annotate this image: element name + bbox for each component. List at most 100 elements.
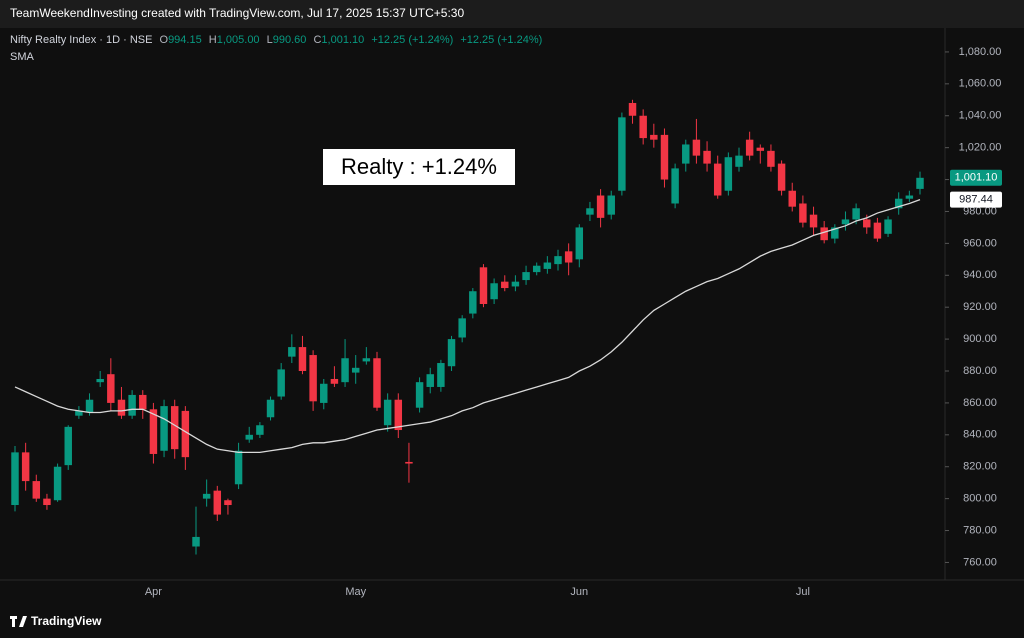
y-tick-label: 880.00 [963, 365, 997, 377]
candle-body [916, 177, 924, 189]
candle-body [564, 251, 573, 263]
y-tick-label: 920.00 [963, 301, 997, 313]
candle-body [43, 498, 51, 506]
candle-body [490, 283, 498, 300]
candle-body [618, 117, 626, 191]
candle-body [809, 214, 818, 228]
legend-value: 1,005.00 [217, 34, 260, 46]
logo-mark [12, 616, 15, 627]
candle-body [820, 227, 828, 241]
candle-body [234, 450, 243, 485]
indicator-label: SMA [10, 51, 35, 63]
candle-body [11, 452, 19, 506]
candle-body [745, 139, 754, 156]
candle-body [713, 163, 722, 196]
candle-body [256, 425, 264, 435]
candle-body [160, 406, 168, 451]
y-tick-label: 860.00 [963, 397, 997, 409]
candle-body [288, 347, 296, 357]
candle-body [788, 190, 796, 207]
x-tick-label: May [345, 586, 366, 598]
candle-body [735, 155, 743, 167]
indicator-price-label: 987.44 [959, 194, 993, 206]
candle-body [245, 434, 253, 440]
annotation: Realty : +1.24% [341, 154, 497, 179]
candle-body [660, 134, 669, 180]
header: TeamWeekendInvesting created with Tradin… [10, 6, 464, 20]
candle-body [405, 461, 413, 464]
candle-body [266, 399, 275, 418]
candle-body [53, 466, 62, 501]
y-tick-label: 900.00 [963, 333, 997, 345]
candle-body [202, 493, 211, 499]
y-tick-label: 820.00 [963, 461, 997, 473]
candle-body [128, 394, 136, 416]
candle-body [575, 227, 584, 260]
legend-value: 990.60 [273, 34, 307, 46]
candle-body [107, 374, 115, 403]
last-price-box [950, 169, 1002, 186]
legend-change: +12.25 (+1.24%) [371, 34, 453, 46]
y-tick-label: 840.00 [963, 429, 997, 441]
candle-body [373, 358, 381, 408]
annotation-box [323, 149, 515, 185]
candle-body [383, 399, 392, 426]
legend-key: H [209, 34, 217, 46]
candle-body [213, 490, 222, 515]
y-tick-label: 980.00 [963, 205, 997, 217]
last-price-label: 1,001.10 [955, 172, 998, 184]
candle-body [320, 383, 328, 403]
logo-mark [19, 616, 27, 627]
candle-body [21, 452, 30, 482]
candle-body [437, 363, 445, 387]
candle-body [501, 281, 509, 289]
candle-body [586, 208, 594, 215]
header-bar [0, 0, 1024, 28]
sma-line [14, 198, 921, 454]
logo-text: TradingView [31, 614, 102, 628]
legend-symbol: Nifty Realty Index · 1D · NSE [10, 34, 152, 46]
candle-body [554, 256, 562, 265]
candle-body [873, 222, 882, 239]
candle-body [298, 347, 307, 372]
candle-body [905, 195, 914, 199]
candle-body [671, 168, 679, 204]
y-tick-label: 800.00 [963, 493, 997, 505]
y-tick-label: 780.00 [963, 524, 997, 536]
candle-body [447, 339, 456, 367]
candle-body [532, 265, 541, 273]
candle-body [703, 150, 711, 164]
candle-body [96, 378, 104, 383]
candle-body [692, 139, 701, 156]
x-tick-label: Apr [145, 586, 162, 598]
candle-body [309, 355, 317, 402]
candle-body [362, 358, 371, 362]
y-tick-label: 1,080.00 [959, 46, 1002, 58]
candle-body [799, 203, 807, 223]
candle-body [767, 150, 775, 167]
candle-body [852, 208, 860, 220]
candle-body [458, 318, 466, 338]
candle-body [181, 410, 190, 458]
y-tick-label: 1,060.00 [959, 78, 1002, 90]
y-tick-label: 1,020.00 [959, 142, 1002, 154]
candle-body [543, 262, 552, 269]
candle-body [117, 399, 126, 416]
candle-body [596, 195, 605, 218]
x-tick-label: Jul [796, 586, 810, 598]
candle-body [522, 272, 530, 281]
candle-body [224, 500, 232, 506]
y-tick-label: 940.00 [963, 269, 997, 281]
logo: TradingView [10, 614, 102, 628]
candle-body [894, 198, 903, 209]
candle-body [64, 426, 72, 466]
y-tick-label: 960.00 [963, 237, 997, 249]
candle-body [341, 358, 349, 383]
candle-body [841, 219, 850, 225]
candle-body [628, 102, 637, 116]
indicator-price-box [950, 191, 1002, 208]
candle-body [415, 382, 424, 408]
y-tick-label: 1,040.00 [959, 110, 1002, 122]
candle-body [884, 219, 892, 234]
